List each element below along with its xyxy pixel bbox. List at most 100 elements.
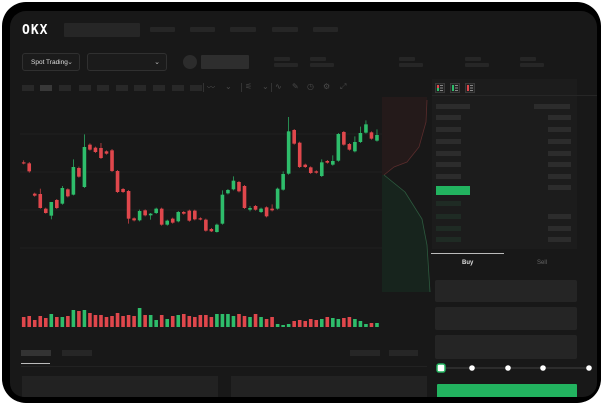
- volume-bar: [187, 316, 192, 327]
- order-card: [22, 376, 218, 397]
- buy-submit-button[interactable]: [437, 384, 577, 397]
- candle-body: [331, 161, 335, 165]
- candle-body: [27, 163, 32, 172]
- timeframe-button[interactable]: [79, 85, 91, 91]
- candle-body: [170, 218, 175, 223]
- volume-bar: [82, 310, 87, 327]
- amount-slider[interactable]: [435, 362, 597, 376]
- volume-bar: [43, 318, 48, 327]
- chart-type-icon[interactable]: ⚟: [245, 82, 253, 91]
- fullscreen-icon[interactable]: ⤢: [340, 82, 347, 91]
- stat-value: [274, 63, 298, 67]
- divider: [432, 95, 597, 96]
- ask-amount: [548, 162, 571, 167]
- chevron-down-icon: ⌄: [67, 59, 73, 66]
- nav-item[interactable]: [313, 27, 338, 32]
- pair-selector-dropdown[interactable]: ⌄: [87, 53, 167, 71]
- trading-mode-dropdown[interactable]: Spot Trading ⌄: [22, 53, 80, 71]
- stat-label: [310, 57, 326, 61]
- candle-body: [303, 164, 308, 167]
- timeframe-button[interactable]: [40, 85, 52, 91]
- candle-body: [342, 132, 346, 145]
- candle-body: [115, 171, 120, 192]
- bid-amount: [548, 214, 571, 219]
- candle-body: [176, 212, 181, 222]
- candlestick-chart[interactable]: [10, 11, 597, 397]
- asks-view-icon: [465, 83, 475, 93]
- volume-bar: [342, 318, 346, 327]
- nav-item[interactable]: [272, 27, 298, 32]
- stat-value: [520, 63, 544, 67]
- tab-order-history[interactable]: [62, 350, 92, 356]
- nav-item[interactable]: [230, 27, 256, 32]
- timeframe-button[interactable]: [172, 85, 184, 91]
- candle-body: [143, 210, 147, 216]
- candle-body: [281, 174, 285, 190]
- volume-bar: [248, 317, 252, 327]
- draw-icon[interactable]: ✎: [292, 82, 299, 91]
- volume-bar: [132, 316, 136, 327]
- chevron-down-icon[interactable]: ⌄: [262, 82, 269, 91]
- ask-amount: [548, 185, 571, 190]
- candle-body: [364, 124, 368, 133]
- filter-button[interactable]: [350, 350, 380, 356]
- timeframe-button[interactable]: [22, 85, 34, 91]
- candle-body: [375, 135, 379, 141]
- candle-body: [198, 218, 203, 220]
- candle-body: [237, 182, 241, 192]
- volume-bar: [32, 320, 37, 327]
- candle-body: [314, 171, 319, 173]
- volume-bar: [259, 317, 263, 327]
- trading-screen: OKX Spot Trading ⌄ ⌄ 〰 ⌄ ⚟ ⌄ ∿ ✎ ◷ ⚙ ⤢ Buy Sell: [10, 11, 597, 397]
- chevron-down-icon[interactable]: ⌄: [225, 82, 232, 91]
- timeframe-button[interactable]: [97, 85, 109, 91]
- candle-body: [82, 147, 87, 187]
- nav-item[interactable]: [150, 27, 175, 32]
- timeframe-button[interactable]: [116, 85, 128, 91]
- ask-price: [436, 115, 461, 120]
- volume-bar: [209, 317, 214, 327]
- toolbar-divider: [271, 83, 272, 92]
- okx-logo[interactable]: OKX: [22, 23, 49, 38]
- order-book-view-toggles[interactable]: [435, 83, 485, 95]
- line-tool-icon[interactable]: ∿: [275, 82, 282, 91]
- price-input[interactable]: [435, 280, 577, 302]
- timeframe-button[interactable]: [134, 85, 146, 91]
- tab-open-orders[interactable]: [21, 350, 51, 356]
- candle-body: [358, 133, 363, 142]
- nav-item[interactable]: [190, 27, 215, 32]
- price-display: [201, 55, 249, 69]
- timeframe-button[interactable]: [190, 85, 202, 91]
- order-book-header-price: [436, 104, 470, 109]
- volume-bar: [170, 316, 175, 327]
- volume-bar: [331, 318, 335, 327]
- last-price-highlight[interactable]: [436, 186, 470, 195]
- search-bar[interactable]: [64, 23, 140, 37]
- buy-tab-underline: [431, 253, 504, 254]
- slider-stop: [505, 365, 511, 371]
- volume-bar: [21, 317, 26, 327]
- amount-input[interactable]: [435, 307, 577, 330]
- volume-bar: [27, 316, 32, 327]
- filter-button[interactable]: [389, 350, 418, 356]
- timeframe-button[interactable]: [153, 85, 165, 91]
- indicator-icon[interactable]: 〰: [207, 83, 215, 92]
- volume-bar: [99, 315, 103, 327]
- tab-sell[interactable]: Sell: [537, 260, 548, 266]
- volume-bar: [93, 315, 98, 327]
- candle-body: [325, 161, 330, 163]
- tab-buy[interactable]: Buy: [462, 260, 474, 266]
- candle-body: [187, 210, 192, 221]
- settings-icon[interactable]: ⚙: [323, 82, 331, 91]
- candle-body: [292, 130, 296, 144]
- candle-body: [137, 211, 142, 221]
- volume-bar: [71, 310, 76, 327]
- volume-bar: [358, 321, 363, 327]
- camera-icon[interactable]: ◷: [307, 82, 314, 91]
- candle-body: [231, 180, 236, 190]
- timeframe-button[interactable]: [59, 85, 71, 91]
- volume-bar: [198, 315, 203, 327]
- volume-bar: [314, 320, 319, 327]
- total-input[interactable]: [435, 335, 577, 359]
- candle-body: [148, 213, 153, 216]
